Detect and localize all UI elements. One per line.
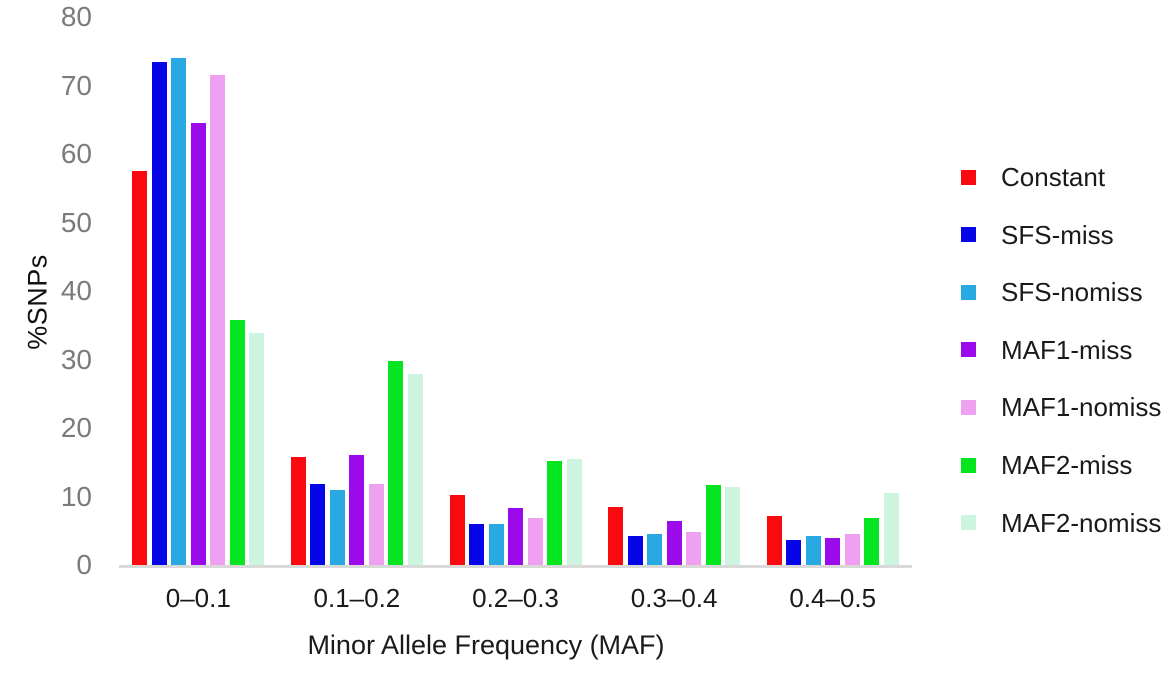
y-tick-label: 50: [60, 206, 92, 238]
legend-item-constant: Constant: [961, 162, 1106, 192]
legend-item-maf2-nomiss: MAF2-nomiss: [961, 507, 1162, 538]
legend-item-maf1-miss: MAF1-miss: [961, 334, 1133, 365]
bar-maf2-nomiss-0-2-0-3: [566, 458, 582, 565]
bar-maf2-nomiss-0-0-1: [249, 332, 265, 565]
bar-maf1-miss-0-3-0-4: [666, 521, 682, 565]
legend-item-sfs-miss: SFS-miss: [961, 219, 1114, 250]
legend-swatch-icon: [961, 515, 976, 531]
legend-label: MAF2-miss: [1001, 450, 1133, 480]
y-tick-label: 10: [60, 480, 92, 512]
bar-maf1-nomiss-0-0-1: [210, 75, 226, 565]
legend-swatch-icon: [961, 169, 976, 185]
y-tick-label: 70: [60, 69, 92, 101]
x-tick-label: 0.1–0.2: [313, 583, 401, 613]
bar-maf1-miss-0-4-0-5: [825, 538, 841, 565]
legend-label: MAF2-nomiss: [1001, 507, 1162, 538]
bar-maf1-nomiss-0-4-0-5: [844, 534, 860, 565]
bar-maf2-miss-0-4-0-5: [864, 517, 880, 565]
y-tick-label: 60: [60, 138, 92, 169]
legend-label: SFS-miss: [1001, 219, 1114, 250]
x-tick-label: 0–0.1: [165, 583, 231, 613]
bar-maf2-nomiss-0-4-0-5: [883, 493, 899, 565]
bar-sfs-nomiss-0-1-0-2: [329, 489, 345, 565]
y-tick-label: 40: [60, 275, 92, 306]
x-axis-title: Minor Allele Frequency (MAF): [307, 630, 665, 660]
bar-maf1-miss-0-0-1: [190, 123, 206, 565]
y-tick-label: 20: [60, 412, 92, 443]
plot-area: [119, 17, 912, 568]
x-tick-label: 0.4–0.5: [789, 583, 877, 613]
bar-maf2-nomiss-0-3-0-4: [725, 486, 741, 565]
legend-swatch-icon: [961, 457, 976, 473]
legend-swatch-icon: [961, 342, 976, 358]
bar-maf2-miss-0-0-1: [229, 319, 245, 565]
legend-item-sfs-nomiss: SFS-nomiss: [961, 277, 1143, 308]
y-tick-label: 80: [60, 1, 92, 32]
y-tick-label: 30: [60, 343, 92, 375]
bar-constant-0-3-0-4: [608, 507, 624, 565]
legend-label: Constant: [1001, 162, 1106, 192]
legend-label: MAF1-miss: [1001, 334, 1133, 365]
bar-sfs-nomiss-0-0-1: [171, 58, 187, 565]
bar-constant-0-1-0-2: [290, 456, 306, 565]
bar-constant-0-4-0-5: [766, 515, 782, 565]
bar-maf2-miss-0-1-0-2: [388, 360, 404, 565]
bar-maf1-miss-0-1-0-2: [349, 455, 365, 565]
bar-maf1-nomiss-0-3-0-4: [686, 532, 702, 565]
bar-constant-0-2-0-3: [449, 495, 465, 565]
x-tick-label: 0.3–0.4: [630, 583, 718, 613]
bar-sfs-nomiss-0-3-0-4: [647, 534, 663, 565]
bar-sfs-miss-0-4-0-5: [786, 540, 802, 565]
legend-swatch-icon: [961, 227, 976, 243]
bar-maf2-nomiss-0-1-0-2: [407, 373, 423, 565]
legend-item-maf1-nomiss: MAF1-nomiss: [961, 392, 1162, 423]
legend-swatch-icon: [961, 284, 976, 300]
bar-sfs-miss-0-3-0-4: [627, 535, 643, 565]
bar-maf1-nomiss-0-1-0-2: [368, 483, 384, 565]
bar-maf1-miss-0-2-0-3: [508, 508, 523, 565]
legend-label: MAF1-nomiss: [1001, 392, 1162, 423]
bar-maf1-nomiss-0-2-0-3: [527, 518, 543, 565]
bar-sfs-nomiss-0-4-0-5: [805, 536, 821, 565]
bar-sfs-miss-0-0-1: [151, 61, 167, 565]
legend-item-maf2-miss: MAF2-miss: [961, 450, 1133, 480]
bar-sfs-nomiss-0-2-0-3: [488, 523, 504, 565]
legend-label: SFS-nomiss: [1001, 277, 1143, 308]
legend-swatch-icon: [961, 399, 976, 415]
bar-constant-0-0-1: [132, 171, 148, 565]
legend: Constant SFS-miss SFS-nomiss MAF1-miss MAF1-…: [961, 0, 1174, 675]
bar-maf2-miss-0-3-0-4: [705, 484, 721, 565]
x-tick-label: 0.2–0.3: [472, 583, 559, 613]
bar-sfs-miss-0-2-0-3: [469, 523, 484, 565]
bar-maf2-miss-0-2-0-3: [547, 460, 562, 565]
bar-sfs-miss-0-1-0-2: [310, 483, 326, 565]
y-tick-label: 0: [76, 549, 92, 580]
